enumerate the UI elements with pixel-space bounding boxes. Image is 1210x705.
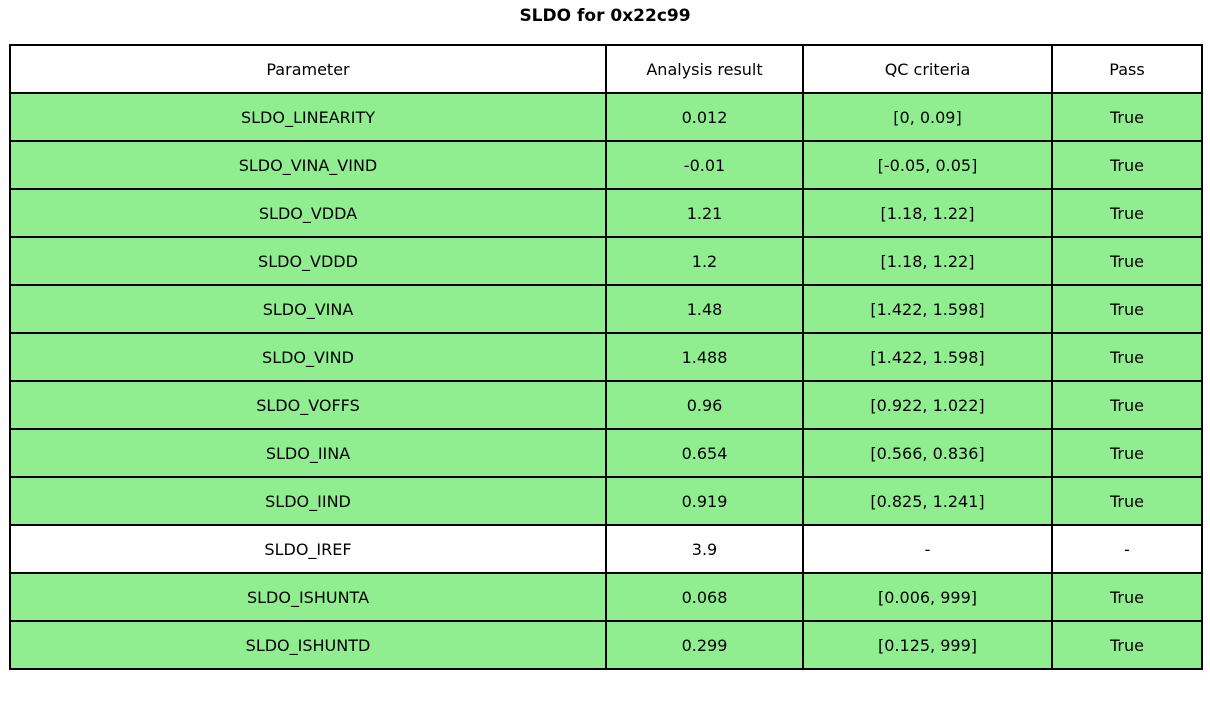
cell-qc-criteria: [1.18, 1.22] xyxy=(802,236,1053,286)
cell-analysis-result: 0.299 xyxy=(605,620,804,670)
cell-parameter: SLDO_VINA xyxy=(9,284,607,334)
cell-analysis-result: 1.21 xyxy=(605,188,804,238)
cell-parameter: SLDO_ISHUNTD xyxy=(9,620,607,670)
cell-pass-status: True xyxy=(1051,476,1203,526)
cell-analysis-result: 0.012 xyxy=(605,92,804,142)
table-row: SLDO_VINA_VIND -0.01 [-0.05, 0.05] True xyxy=(9,140,1203,190)
cell-parameter: SLDO_IINA xyxy=(9,428,607,478)
cell-analysis-result: 1.48 xyxy=(605,284,804,334)
cell-pass-status: True xyxy=(1051,620,1203,670)
cell-qc-criteria: [1.422, 1.598] xyxy=(802,332,1053,382)
cell-qc-criteria: [0, 0.09] xyxy=(802,92,1053,142)
cell-analysis-result: 0.96 xyxy=(605,380,804,430)
table-row: SLDO_ISHUNTA 0.068 [0.006, 999] True xyxy=(9,572,1203,622)
cell-pass-status: True xyxy=(1051,380,1203,430)
table-row: SLDO_ISHUNTD 0.299 [0.125, 999] True xyxy=(9,620,1203,670)
cell-parameter: SLDO_IREF xyxy=(9,524,607,574)
cell-analysis-result: 0.654 xyxy=(605,428,804,478)
table-row: SLDO_VDDD 1.2 [1.18, 1.22] True xyxy=(9,236,1203,286)
cell-parameter: SLDO_VDDD xyxy=(9,236,607,286)
cell-analysis-result: 0.919 xyxy=(605,476,804,526)
cell-analysis-result: 0.068 xyxy=(605,572,804,622)
cell-qc-criteria: [0.922, 1.022] xyxy=(802,380,1053,430)
cell-pass-status: True xyxy=(1051,140,1203,190)
column-header: Pass xyxy=(1051,44,1203,94)
cell-qc-criteria: [1.18, 1.22] xyxy=(802,188,1053,238)
cell-pass-status: True xyxy=(1051,236,1203,286)
table-row: SLDO_VDDA 1.21 [1.18, 1.22] True xyxy=(9,188,1203,238)
column-header: Parameter xyxy=(9,44,607,94)
cell-parameter: SLDO_VIND xyxy=(9,332,607,382)
cell-analysis-result: -0.01 xyxy=(605,140,804,190)
cell-qc-criteria: [1.422, 1.598] xyxy=(802,284,1053,334)
cell-analysis-result: 1.2 xyxy=(605,236,804,286)
table-row: SLDO_VINA 1.48 [1.422, 1.598] True xyxy=(9,284,1203,334)
table-row: SLDO_VOFFS 0.96 [0.922, 1.022] True xyxy=(9,380,1203,430)
table-header-row: Parameter Analysis result QC criteria Pass xyxy=(9,44,1203,94)
page-title: SLDO for 0x22c99 xyxy=(519,6,691,26)
table-row: SLDO_IINA 0.654 [0.566, 0.836] True xyxy=(9,428,1203,478)
cell-pass-status: True xyxy=(1051,572,1203,622)
cell-parameter: SLDO_ISHUNTA xyxy=(9,572,607,622)
cell-qc-criteria: [0.566, 0.836] xyxy=(802,428,1053,478)
cell-pass-status: True xyxy=(1051,332,1203,382)
cell-parameter: SLDO_VINA_VIND xyxy=(9,140,607,190)
qc-results-table: Parameter Analysis result QC criteria Pass … xyxy=(9,44,1203,670)
column-header: Analysis result xyxy=(605,44,804,94)
cell-parameter: SLDO_IIND xyxy=(9,476,607,526)
table-row: SLDO_IIND 0.919 [0.825, 1.241] True xyxy=(9,476,1203,526)
table-row: SLDO_VIND 1.488 [1.422, 1.598] True xyxy=(9,332,1203,382)
cell-analysis-result: 1.488 xyxy=(605,332,804,382)
cell-qc-criteria: [-0.05, 0.05] xyxy=(802,140,1053,190)
cell-parameter: SLDO_VOFFS xyxy=(9,380,607,430)
cell-pass-status: - xyxy=(1051,524,1203,574)
table-row: SLDO_IREF 3.9- - xyxy=(9,524,1203,574)
column-header: QC criteria xyxy=(802,44,1053,94)
table-header: Parameter Analysis result QC criteria Pass xyxy=(9,44,1203,94)
cell-pass-status: True xyxy=(1051,92,1203,142)
table-body: SLDO_LINEARITY 0.012 [0, 0.09] True SLDO_VIN… xyxy=(9,92,1203,670)
cell-pass-status: True xyxy=(1051,284,1203,334)
cell-pass-status: True xyxy=(1051,428,1203,478)
cell-qc-criteria: - xyxy=(802,524,1053,574)
cell-qc-criteria: [0.006, 999] xyxy=(802,572,1053,622)
cell-qc-criteria: [0.125, 999] xyxy=(802,620,1053,670)
cell-analysis-result: 3.9 xyxy=(605,524,804,574)
cell-pass-status: True xyxy=(1051,188,1203,238)
cell-parameter: SLDO_LINEARITY xyxy=(9,92,607,142)
table-row: SLDO_LINEARITY 0.012 [0, 0.09] True xyxy=(9,92,1203,142)
cell-parameter: SLDO_VDDA xyxy=(9,188,607,238)
cell-qc-criteria: [0.825, 1.241] xyxy=(802,476,1053,526)
